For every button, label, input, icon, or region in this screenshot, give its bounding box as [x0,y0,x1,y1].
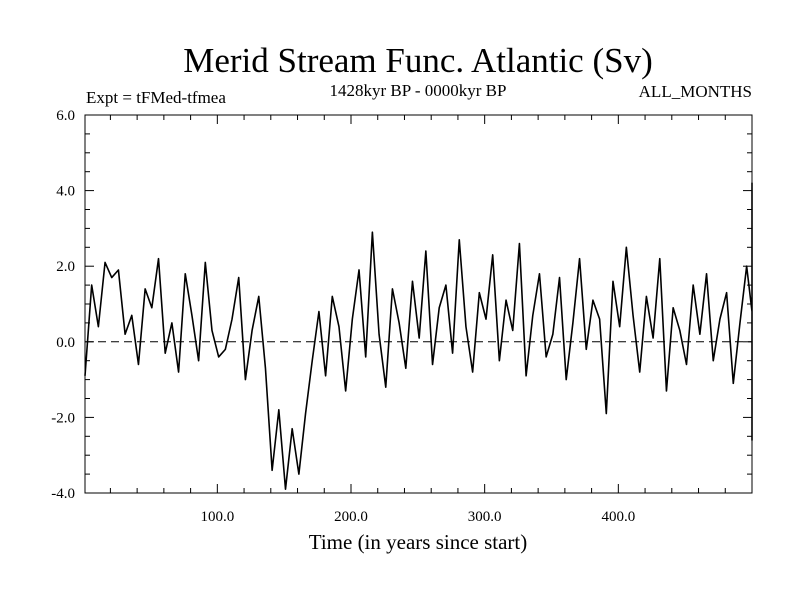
y-tick-label: -2.0 [51,410,75,426]
months-label: ALL_MONTHS [639,82,752,101]
chart-title: Merid Stream Func. Atlantic (Sv) [183,41,653,80]
period-label: 1428kyr BP - 0000kyr BP [330,81,507,100]
y-tick-label: -4.0 [51,486,75,502]
x-tick-label: 300.0 [468,509,502,525]
x-tick-labels: 100.0 200.0 300.0 400.0 [200,509,635,525]
x-tick-label: 400.0 [601,509,635,525]
axis-ticks [85,114,753,494]
y-tick-labels: -4.0 -2.0 0.0 2.0 4.0 6.0 [51,108,75,502]
y-tick-label: 0.0 [56,335,75,351]
experiment-label: Expt = tFMed-tfmea [86,88,226,107]
x-axis-label: Time (in years since start) [309,530,528,554]
y-tick-label: 6.0 [56,108,75,124]
series-line [84,182,753,491]
y-tick-label: 2.0 [56,259,75,275]
y-tick-label: 4.0 [56,184,75,200]
plot-frame [84,114,753,494]
x-tick-label: 100.0 [200,509,234,525]
x-tick-label: 200.0 [334,509,368,525]
